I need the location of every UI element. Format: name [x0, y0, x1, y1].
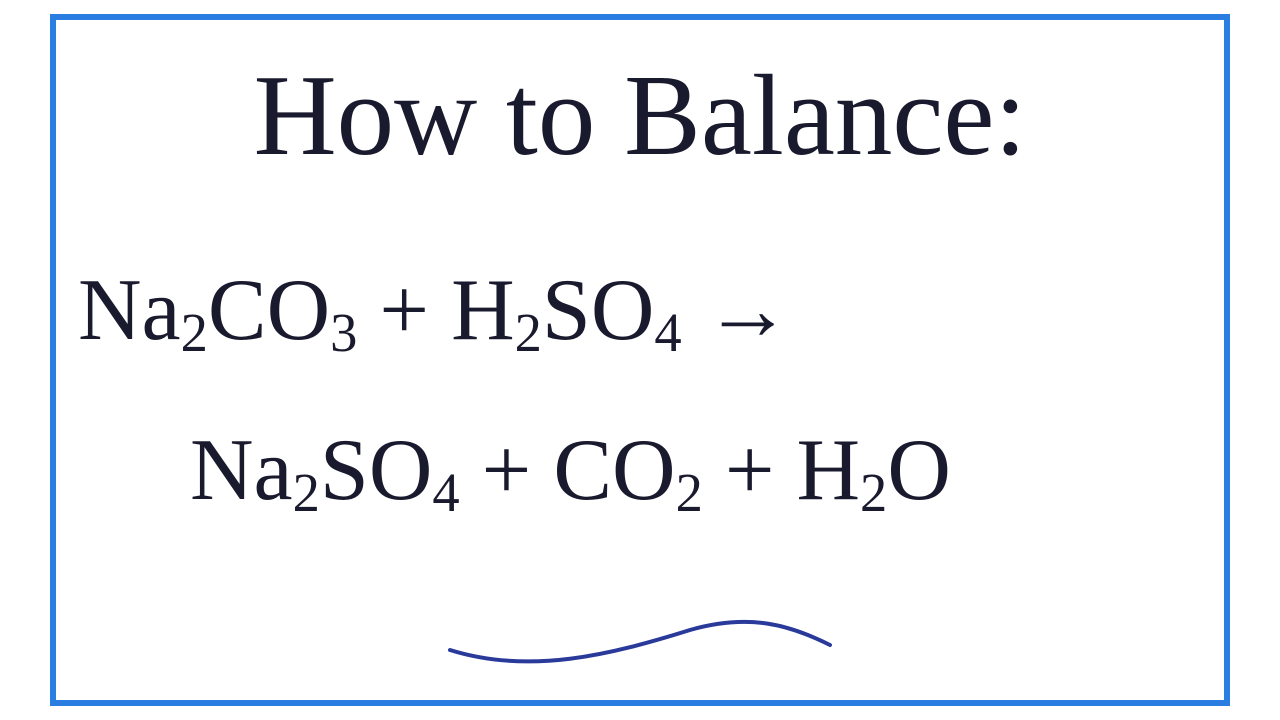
- chemical-formula: CO2: [553, 422, 703, 519]
- equation-products: Na2SO4 + CO2 + H2O: [190, 420, 951, 521]
- equation-operator: +: [703, 422, 797, 519]
- chemical-formula: H2O: [796, 422, 950, 519]
- equation-reactants: Na2CO3 + H2SO4 →: [78, 260, 792, 361]
- equation-operator: →: [682, 262, 792, 359]
- underline-squiggle: [440, 595, 840, 675]
- chemical-formula: Na2SO4: [190, 422, 460, 519]
- equation-operator: +: [460, 422, 554, 519]
- chemical-formula: Na2CO3: [78, 262, 357, 359]
- page-title: How to Balance:: [0, 50, 1280, 182]
- chemical-formula: H2SO4: [451, 262, 682, 359]
- equation-operator: +: [357, 262, 451, 359]
